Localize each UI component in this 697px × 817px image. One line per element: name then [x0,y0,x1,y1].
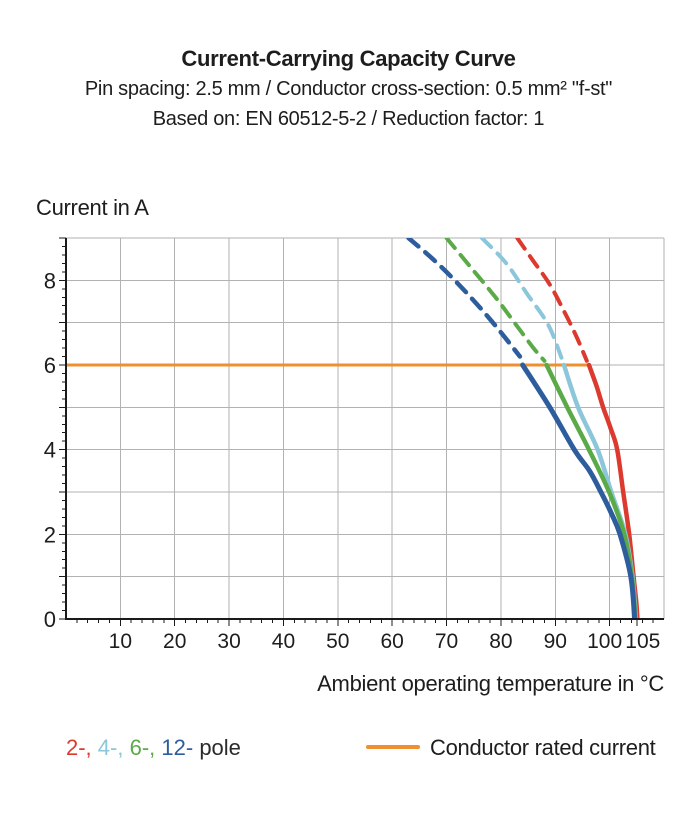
x-tick-label: 100 [587,630,622,653]
curve-12-pole-solid [520,362,638,619]
curves [406,238,640,619]
x-tick-label: 50 [326,630,349,653]
chart-subtitle-line2: Based on: EN 60512-5-2 / Reduction facto… [152,108,545,130]
x-tick-label: 30 [217,630,240,653]
x-tick-label: 70 [435,630,458,653]
y-tick-label: 6 [44,353,56,378]
curve-12-pole-dashed [406,238,523,359]
x-tick-label: 10 [109,630,132,653]
x-tick-label: 80 [489,630,512,653]
curve-6-pole-dashed [444,238,547,363]
axis-spines [65,238,664,620]
x-axis-title: Ambient operating temperature in °C [317,671,664,696]
chart-header: Current-Carrying Capacity Curve Pin spac… [0,44,697,134]
y-axis-title: Current in A [36,195,149,220]
y-tick-label: 2 [44,522,56,547]
rated-current-label: Conductor rated current [430,735,656,760]
axis-ticks [59,237,654,626]
curve-2-pole-dashed [515,238,589,363]
y-tick-label: 4 [44,438,56,463]
x-tick-label: 20 [163,630,186,653]
y-tick-label: 0 [44,607,56,632]
chart-title: Current-Carrying Capacity Curve [181,46,516,71]
curve-4-pole-dashed [479,238,564,361]
rated-current-line-swatch [366,745,420,749]
y-tick-label: 8 [44,268,56,293]
x-tick-label: 90 [544,630,567,653]
x-tick-label: 40 [272,630,295,653]
gridlines [65,237,665,620]
legend-pole-counts: 2-, 4-, 6-, 12- pole [66,735,241,761]
legend-pole-token: 2-, [66,735,92,760]
legend: 2-, 4-, 6-, 12- pole Conductor rated cur… [0,735,697,775]
x-tick-label: 60 [381,630,404,653]
chart-subtitle-line1: Pin spacing: 2.5 mm / Conductor cross-se… [84,78,613,100]
legend-pole-token: 12- [155,735,194,760]
legend-pole-token: 6-, [123,735,156,760]
x-tick-label: 105 [625,630,660,653]
legend-pole-token: 4-, [91,735,124,760]
legend-pole-token: pole [193,735,241,760]
